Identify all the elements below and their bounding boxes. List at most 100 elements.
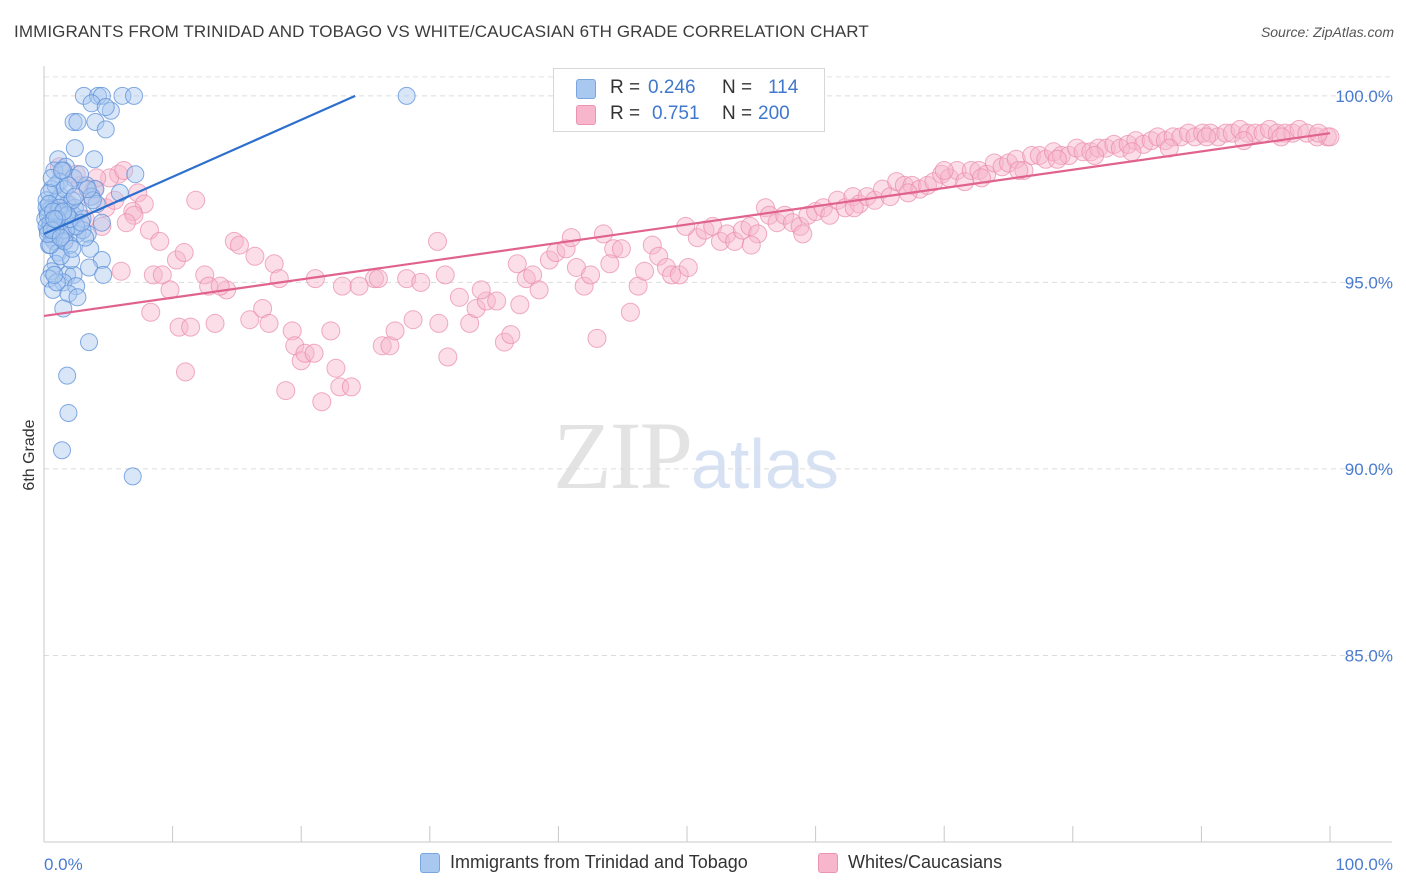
whites-point [516,269,536,289]
whites-point [368,269,388,289]
whites-point [717,224,737,244]
whites-point [600,254,620,274]
whites-point [741,235,761,255]
correlation-legend: R = 0.246 N = 114 R = 0.751 N = 200 [553,68,825,132]
whites-point [611,239,631,259]
whites-point [385,321,405,341]
whites-point [349,276,369,296]
whites-point [501,325,521,345]
whites-point [678,257,698,277]
whites-point [556,239,576,259]
whites-point [245,246,265,266]
whites-point [150,231,170,251]
whites-point [92,216,112,236]
trinidad-point [65,187,84,206]
whites-point [471,280,491,300]
trinidad-point [397,86,416,105]
whites-point [529,280,549,300]
whites-point [181,317,201,337]
grid-lines [44,76,1392,656]
whites-point [199,276,219,296]
series-whites-points [49,119,1340,412]
whites-point [205,313,225,333]
whites-point [649,246,669,266]
whites-point [961,160,981,180]
whites-point [466,299,486,318]
trinidad-point [64,112,83,131]
trinidad-point [81,239,100,258]
whites-point [574,276,594,296]
whites-point [494,332,514,352]
trend-lines [43,94,1331,318]
trinidad-trend-line [43,94,356,235]
whites-point [435,265,455,285]
trinidad-point [53,161,72,180]
whites-point [276,381,296,401]
whites-point [662,265,682,285]
whites-trend-line [43,132,1331,318]
trinidad-point [68,288,87,307]
whites-point [793,224,813,244]
whites-point [642,235,662,255]
whites-point [141,302,161,322]
whites-point [820,205,840,225]
whites-point [264,254,284,274]
trinidad-point [54,202,73,221]
whites-point [1163,127,1183,147]
y-tick-label: 100.0% [1335,87,1393,106]
whites-point [620,302,640,322]
trinidad-point [68,112,87,131]
whites-point [380,336,400,356]
watermark-atlas: atlas [691,425,839,503]
whites-point [635,261,655,281]
whites-point [1122,142,1142,162]
whites-point [240,310,260,330]
whites-point [1320,127,1340,147]
whites-point [767,213,787,233]
whites-point [1267,123,1287,143]
trinidad-point [125,86,144,105]
legend-r-label: R = [610,77,641,98]
y-tick-label: 85.0% [1345,646,1393,665]
whites-point [152,265,172,285]
whites-point [111,261,131,281]
whites-point [1085,146,1105,166]
whites-point [166,250,186,270]
whites-point [687,228,707,248]
whites-point [1193,123,1213,143]
whites-point [476,291,496,311]
whites-point [114,160,134,180]
trinidad-point [82,94,101,113]
trinidad-point [59,176,78,195]
y-tick-label: 90.0% [1345,460,1393,479]
whites-point [581,265,601,285]
whites-point [321,321,341,341]
trinidad-point [49,150,68,169]
whites-point [934,160,954,180]
whites-point [865,190,885,210]
trinidad-point [96,98,115,117]
whites-point [1022,146,1042,166]
chart-title: IMMIGRANTS FROM TRINIDAD AND TOBAGO VS W… [14,22,869,41]
legend-n-value: 114 [768,77,799,98]
trinidad-point [65,139,84,158]
whites-point [397,269,417,289]
whites-point [748,224,768,244]
whites-point [790,216,810,236]
whites-point [604,239,624,259]
whites-point [438,347,458,367]
trinidad-point [63,239,82,258]
whites-point [1216,123,1236,143]
whites-point [507,254,527,274]
watermark-logo: ZIPatlas [553,400,839,511]
whites-point [372,336,392,356]
trinidad-point [83,191,102,210]
whites-point [1036,149,1056,169]
whites-point [341,377,361,397]
legend-swatch-trinidad [576,79,596,99]
whites-point [312,392,332,412]
whites-point [510,295,530,315]
whites-point [1029,146,1049,166]
trinidad-point [45,161,64,180]
